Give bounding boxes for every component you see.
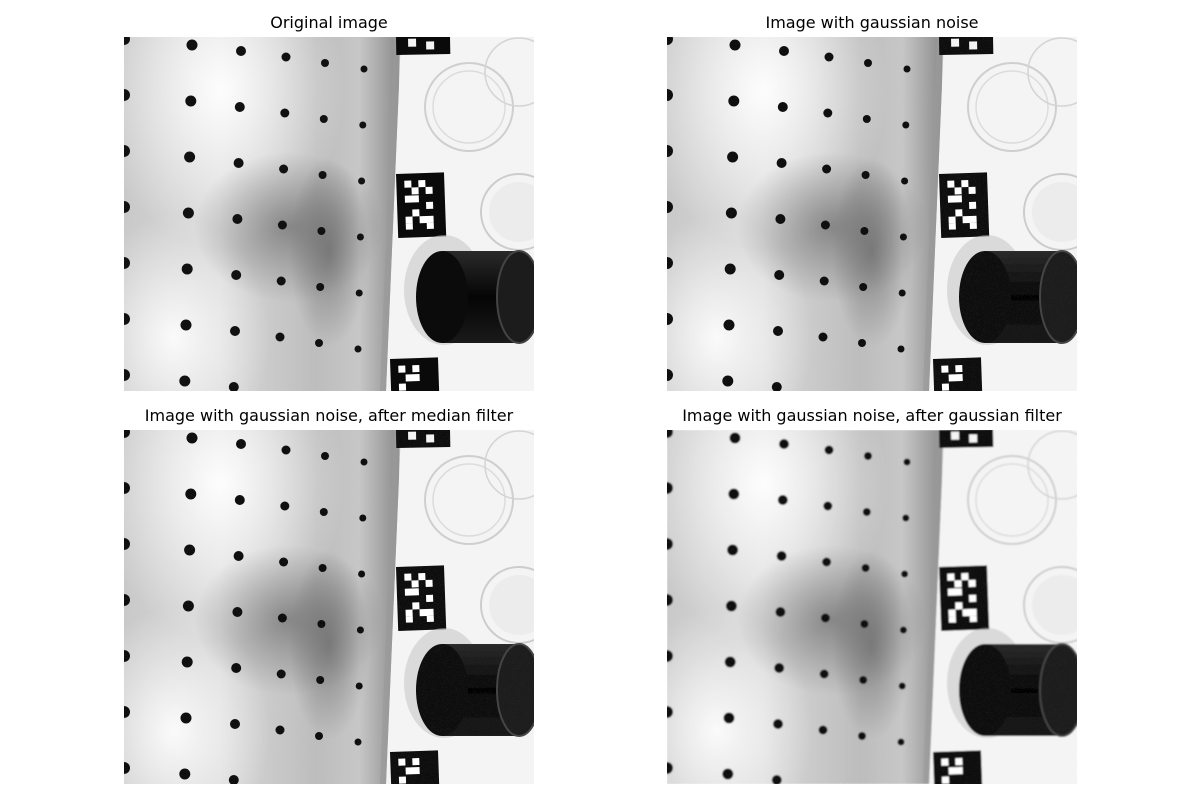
median-filtered-image	[124, 430, 534, 784]
panel-title: Image with gaussian noise, after gaussia…	[682, 406, 1062, 425]
original-image	[124, 37, 534, 391]
noisy-image	[667, 37, 1077, 391]
gaussian-filtered-image	[667, 430, 1077, 784]
panel-title: Image with gaussian noise, after median …	[144, 406, 514, 425]
panel-title: Image with gaussian noise	[765, 13, 979, 32]
panel-title: Original image	[270, 13, 388, 32]
